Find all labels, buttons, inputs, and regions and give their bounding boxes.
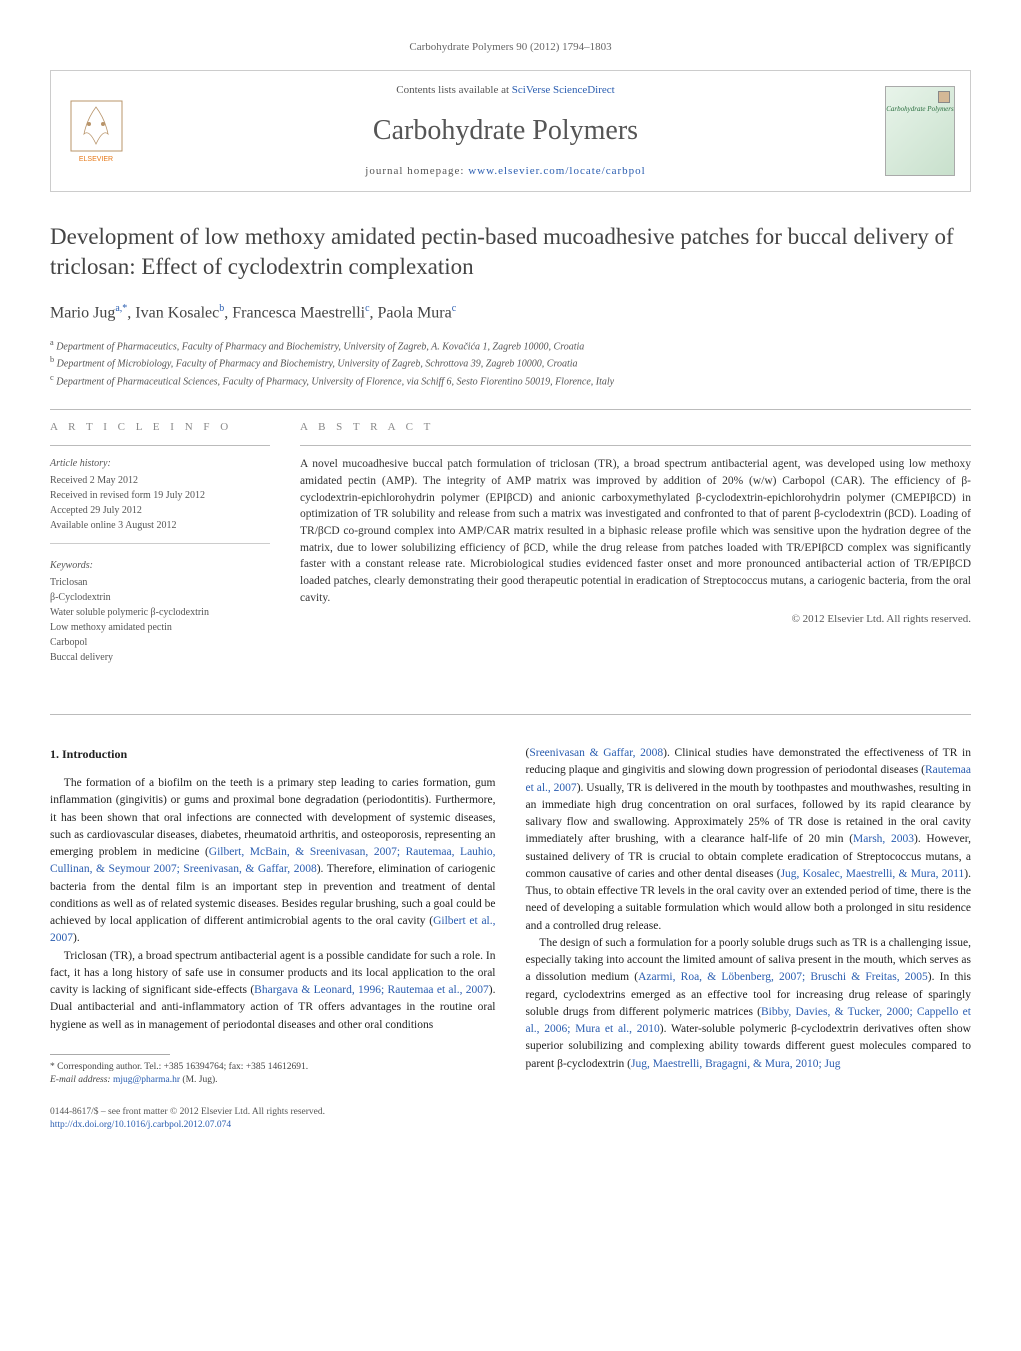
rule-abstract [300, 445, 971, 446]
footnote-separator [50, 1054, 170, 1055]
issn-line: 0144-8617/$ – see front matter © 2012 El… [50, 1106, 496, 1119]
section-number: 1. [50, 747, 59, 761]
keywords-block: Keywords: Triclosanβ-CyclodextrinWater s… [50, 558, 270, 675]
journal-cover-thumbnail: Carbohydrate Polymers [885, 86, 955, 176]
keyword-line: β-Cyclodextrin [50, 590, 270, 605]
rule-info-1 [50, 445, 270, 446]
intro-para-2-cont: (Sreenivasan & Gaffar, 2008). Clinical s… [526, 745, 972, 935]
abstract-text: A novel mucoadhesive buccal patch formul… [300, 456, 971, 606]
history-label: Article history: [50, 456, 270, 471]
affiliation-line: a Department of Pharmaceutics, Faculty o… [50, 337, 971, 354]
abstract-col: A B S T R A C T A novel mucoadhesive buc… [300, 420, 971, 689]
cover-label: Carbohydrate Polymers [886, 105, 954, 115]
svg-text:ELSEVIER: ELSEVIER [78, 156, 112, 163]
affiliation-line: c Department of Pharmaceutical Sciences,… [50, 372, 971, 389]
corr-email-link[interactable]: mjug@pharma.hr [113, 1075, 180, 1085]
history-line: Available online 3 August 2012 [50, 518, 270, 533]
history-line: Received in revised form 19 July 2012 [50, 488, 270, 503]
rule-above-info [50, 409, 971, 410]
abstract-copyright: © 2012 Elsevier Ltd. All rights reserved… [300, 612, 971, 627]
doi-link[interactable]: http://dx.doi.org/10.1016/j.carbpol.2012… [50, 1120, 231, 1130]
history-line: Received 2 May 2012 [50, 473, 270, 488]
keyword-line: Carbopol [50, 635, 270, 650]
journal-name: Carbohydrate Polymers [126, 111, 885, 150]
sciencedirect-link[interactable]: SciVerse ScienceDirect [512, 84, 615, 96]
keyword-line: Low methoxy amidated pectin [50, 620, 270, 635]
body-col-left: 1. Introduction The formation of a biofi… [50, 745, 496, 1132]
keyword-line: Water soluble polymeric β-cyclodextrin [50, 605, 270, 620]
homepage-line: journal homepage: www.elsevier.com/locat… [126, 164, 885, 179]
keyword-line: Triclosan [50, 575, 270, 590]
homepage-prefix: journal homepage: [365, 165, 468, 177]
affiliation-line: b Department of Microbiology, Faculty of… [50, 354, 971, 371]
intro-para-1: The formation of a biofilm on the teeth … [50, 775, 496, 948]
header-citation: Carbohydrate Polymers 90 (2012) 1794–180… [50, 40, 971, 55]
intro-para-3: The design of such a formulation for a p… [526, 935, 972, 1073]
intro-para-2: Triclosan (TR), a broad spectrum antibac… [50, 948, 496, 1034]
history-block: Article history: Received 2 May 2012Rece… [50, 456, 270, 544]
info-abstract-row: A R T I C L E I N F O Article history: R… [50, 420, 971, 689]
keywords-label: Keywords: [50, 558, 270, 573]
homepage-link[interactable]: www.elsevier.com/locate/carbpol [468, 165, 646, 177]
ref-link[interactable]: Sreenivasan & Gaffar, 2008 [529, 747, 663, 759]
ref-link[interactable]: Marsh, 2003 [853, 833, 914, 845]
bottom-meta: 0144-8617/$ – see front matter © 2012 El… [50, 1106, 496, 1133]
email-line: E-mail address: mjug@pharma.hr (M. Jug). [50, 1074, 496, 1087]
article-info-col: A R T I C L E I N F O Article history: R… [50, 420, 270, 689]
ref-link[interactable]: Jug, Maestrelli, Bragagni, & Mura, 2010;… [631, 1058, 841, 1070]
ref-link[interactable]: Jug, Kosalec, Maestrelli, & Mura, 2011 [781, 868, 965, 880]
affiliations-block: a Department of Pharmaceutics, Faculty o… [50, 337, 971, 389]
authors-line: Mario Juga,*, Ivan Kosalecb, Francesca M… [50, 302, 971, 325]
journal-center-block: Contents lists available at SciVerse Sci… [126, 83, 885, 179]
corr-author-line: * Corresponding author. Tel.: +385 16394… [50, 1061, 496, 1074]
ref-link[interactable]: Bhargava & Leonard, 1996; Rautemaa et al… [254, 984, 489, 996]
elsevier-logo: ELSEVIER [66, 96, 126, 166]
section-title: Introduction [62, 747, 127, 761]
ref-link[interactable]: Azarmi, Roa, & Löbenberg, 2007; Bruschi … [638, 971, 928, 983]
article-title: Development of low methoxy amidated pect… [50, 222, 971, 282]
keyword-line: Buccal delivery [50, 650, 270, 665]
article-info-heading: A R T I C L E I N F O [50, 420, 270, 435]
contents-prefix: Contents lists available at [396, 84, 511, 96]
body-two-column: 1. Introduction The formation of a biofi… [50, 745, 971, 1132]
abstract-heading: A B S T R A C T [300, 420, 971, 435]
section-1-heading: 1. Introduction [50, 745, 496, 763]
history-line: Accepted 29 July 2012 [50, 503, 270, 518]
body-col-right: (Sreenivasan & Gaffar, 2008). Clinical s… [526, 745, 972, 1132]
journal-header-box: ELSEVIER Contents lists available at Sci… [50, 70, 971, 192]
contents-available-line: Contents lists available at SciVerse Sci… [126, 83, 885, 98]
rule-below-abstract [50, 714, 971, 715]
corresponding-author-footnote: * Corresponding author. Tel.: +385 16394… [50, 1061, 496, 1088]
